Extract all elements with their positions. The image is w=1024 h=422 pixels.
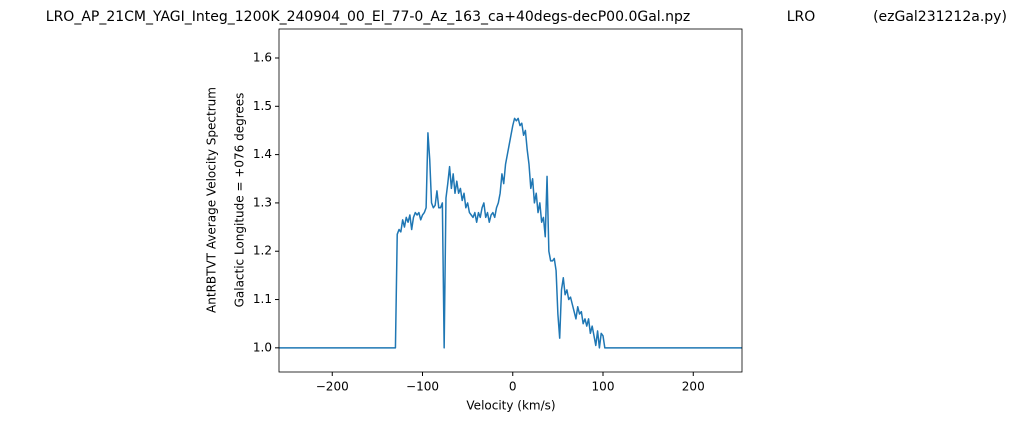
y-tick-label: 1.0 bbox=[253, 340, 272, 354]
y-tick-label: 1.1 bbox=[253, 292, 272, 306]
y-tick-label: 1.2 bbox=[253, 244, 272, 258]
chart-title-extra: LRO bbox=[787, 9, 816, 25]
chart-title-extra: (ezGal231212a.py) bbox=[873, 9, 1007, 25]
y-axis-label: AntRBTVT Average Velocity Spectrum bbox=[205, 87, 219, 313]
x-tick-label: 0 bbox=[509, 380, 517, 394]
x-tick-label: 100 bbox=[592, 380, 615, 394]
x-tick-label: −200 bbox=[316, 380, 349, 394]
x-tick-label: 200 bbox=[682, 380, 705, 394]
y-axis-label: Galactic Longitude = +076 degrees bbox=[233, 93, 247, 308]
y-tick-label: 1.4 bbox=[253, 147, 272, 161]
y-tick-label: 1.5 bbox=[253, 99, 272, 113]
x-tick-label: −100 bbox=[406, 380, 439, 394]
data-line bbox=[279, 117, 742, 349]
chart-title: LRO_AP_21CM_YAGI_Integ_1200K_240904_00_E… bbox=[46, 9, 690, 25]
x-axis-label: Velocity (km/s) bbox=[466, 399, 555, 413]
y-tick-label: 1.3 bbox=[253, 195, 272, 209]
y-tick-label: 1.6 bbox=[253, 50, 272, 64]
plot-frame bbox=[278, 28, 743, 373]
